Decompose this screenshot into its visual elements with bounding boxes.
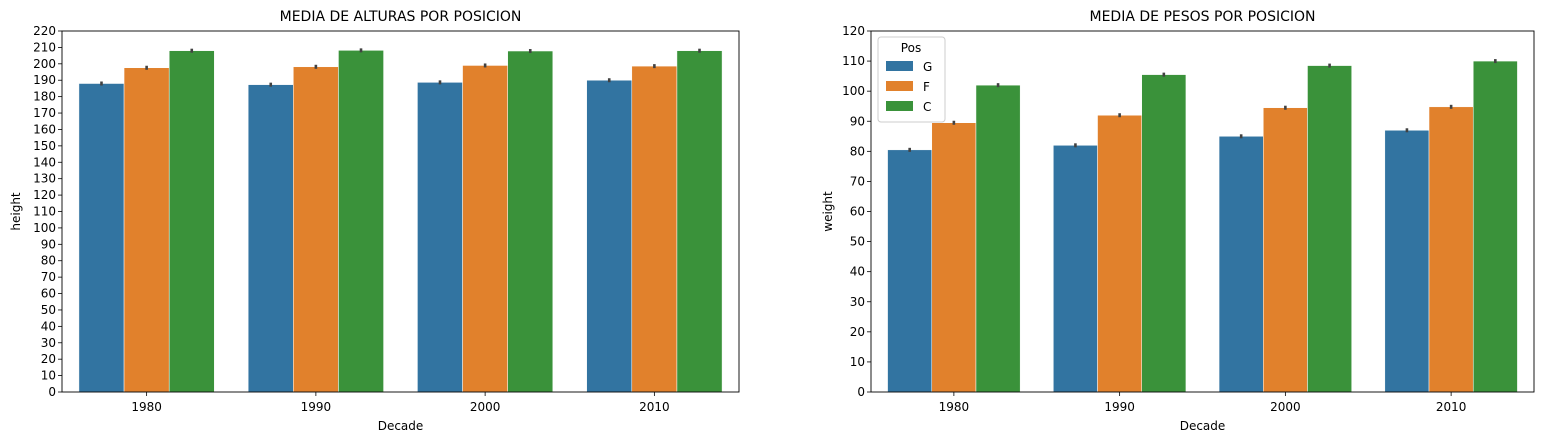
x-tick-label: 1990 bbox=[1104, 400, 1135, 414]
bar-F-1990 bbox=[293, 66, 339, 393]
bar-C-1980 bbox=[975, 84, 1021, 393]
bar-F-1980 bbox=[931, 122, 977, 393]
y-tick-label: 20 bbox=[41, 352, 56, 366]
y-tick-label: 80 bbox=[850, 144, 865, 158]
y-tick-label: 110 bbox=[842, 54, 865, 68]
bar-G-1990 bbox=[247, 84, 294, 393]
y-tick-label: 50 bbox=[850, 235, 865, 249]
y-tick-label: 220 bbox=[33, 24, 56, 38]
y-tick-label: 30 bbox=[850, 295, 865, 309]
y-tick-label: 140 bbox=[33, 155, 56, 169]
y-tick-label: 80 bbox=[41, 254, 56, 268]
bar-C-2010 bbox=[1472, 60, 1518, 393]
bar-C-2000 bbox=[507, 50, 554, 393]
x-tick-label: 2010 bbox=[639, 400, 670, 414]
bar-G-2000 bbox=[1218, 136, 1264, 393]
y-axis-label: height bbox=[9, 192, 23, 231]
y-tick-label: 60 bbox=[850, 205, 865, 219]
bar-C-1980 bbox=[168, 50, 215, 393]
y-tick-label: 100 bbox=[842, 84, 865, 98]
y-tick-label: 110 bbox=[33, 205, 56, 219]
y-tick-label: 210 bbox=[33, 40, 56, 54]
x-tick-label: 2000 bbox=[470, 400, 501, 414]
legend-label-C: C bbox=[923, 100, 931, 114]
y-tick-label: 130 bbox=[33, 172, 56, 186]
y-tick-label: 40 bbox=[41, 319, 56, 333]
x-tick-label: 2000 bbox=[1270, 400, 1301, 414]
bar-C-1990 bbox=[338, 50, 384, 393]
y-tick-label: 0 bbox=[857, 385, 865, 399]
y-tick-label: 70 bbox=[41, 270, 56, 284]
y-tick-label: 120 bbox=[33, 188, 56, 202]
legend-box bbox=[877, 36, 946, 123]
y-tick-label: 50 bbox=[41, 303, 56, 317]
y-axis-label: weight bbox=[821, 191, 835, 232]
y-tick-label: 120 bbox=[842, 24, 865, 38]
y-tick-label: 170 bbox=[33, 106, 56, 120]
x-tick-label: 1990 bbox=[301, 400, 332, 414]
x-axis-label: Decade bbox=[1180, 419, 1226, 433]
y-tick-label: 100 bbox=[33, 221, 56, 235]
y-tick-label: 60 bbox=[41, 287, 56, 301]
bar-G-1990 bbox=[1053, 145, 1098, 393]
chart-title: MEDIA DE ALTURAS POR POSICION bbox=[280, 9, 522, 25]
bar-F-2000 bbox=[1263, 107, 1308, 393]
y-tick-label: 70 bbox=[850, 174, 865, 188]
y-tick-label: 10 bbox=[850, 355, 865, 369]
bar-F-2010 bbox=[1428, 106, 1474, 393]
legend-swatch-C bbox=[886, 101, 913, 111]
y-tick-label: 150 bbox=[33, 139, 56, 153]
y-tick-label: 90 bbox=[850, 114, 865, 128]
bar-G-2000 bbox=[417, 82, 463, 393]
y-tick-label: 10 bbox=[41, 369, 56, 383]
legend-label-G: G bbox=[923, 60, 932, 74]
legend-title: Pos bbox=[901, 41, 921, 55]
legend-swatch-F bbox=[886, 81, 913, 91]
bar-C-1990 bbox=[1141, 74, 1187, 393]
y-tick-label: 40 bbox=[850, 265, 865, 279]
legend-label-F: F bbox=[923, 80, 930, 94]
x-tick-label: 2010 bbox=[1436, 400, 1467, 414]
bar-G-2010 bbox=[586, 79, 633, 393]
x-tick-label: 1980 bbox=[939, 400, 970, 414]
bar-F-2000 bbox=[462, 65, 508, 393]
y-tick-label: 160 bbox=[33, 122, 56, 136]
bar-F-1990 bbox=[1097, 114, 1142, 393]
x-tick-label: 1980 bbox=[131, 400, 162, 414]
y-tick-label: 180 bbox=[33, 90, 56, 104]
y-tick-label: 90 bbox=[41, 237, 56, 251]
legend-swatch-G bbox=[886, 61, 913, 71]
chart-2: 0 10 20 30 40 50 60 70 80 90 100 110 120 1980 1990 2000… bbox=[821, 9, 1535, 433]
bar-G-1980 bbox=[78, 83, 125, 393]
bar-G-1980 bbox=[887, 149, 933, 393]
chart-1: 0 10 20 30 40 50 60 70 80 90 100 110 120 130 140 150 160… bbox=[9, 9, 740, 433]
bar-C-2000 bbox=[1307, 65, 1352, 393]
y-tick-label: 0 bbox=[48, 385, 56, 399]
chart-title: MEDIA DE PESOS POR POSICION bbox=[1090, 9, 1316, 25]
y-tick-label: 30 bbox=[41, 336, 56, 350]
bar-F-2010 bbox=[631, 65, 678, 393]
x-axis-label: Decade bbox=[378, 419, 424, 433]
bar-G-2010 bbox=[1384, 130, 1430, 393]
y-tick-label: 20 bbox=[850, 325, 865, 339]
bar-C-2010 bbox=[676, 50, 723, 393]
y-tick-label: 190 bbox=[33, 73, 56, 87]
bar-F-1980 bbox=[123, 67, 170, 393]
y-tick-label: 200 bbox=[33, 57, 56, 71]
